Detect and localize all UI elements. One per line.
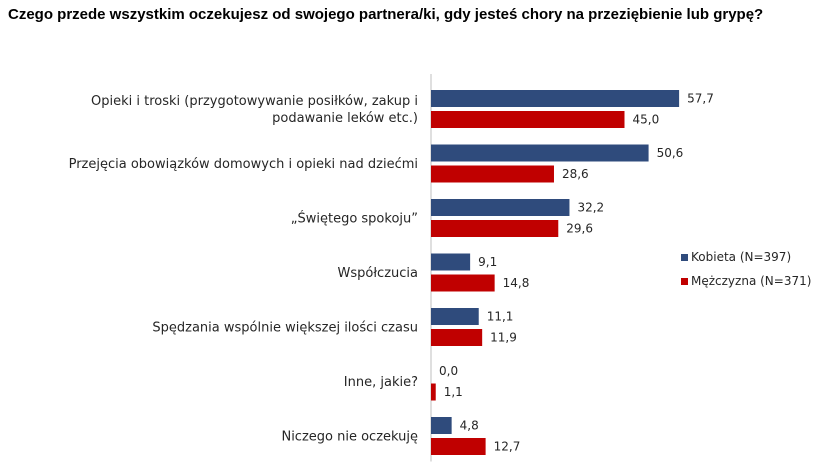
category-label: Niczego nie oczekuję <box>281 430 418 445</box>
bar-kobieta <box>431 308 479 325</box>
bar-kobieta <box>431 253 471 271</box>
bar-mezczyzna <box>431 111 625 128</box>
legend-label-kobieta: Kobieta (N=397) <box>691 250 791 264</box>
legend-label-mezczyzna: Mężczyzna (N=371) <box>691 274 811 288</box>
bar-mezczyzna <box>431 438 486 455</box>
data-label: 32,2 <box>577 201 604 215</box>
data-label: 14,8 <box>503 276 530 290</box>
category-label: Współczucia <box>338 266 418 281</box>
bar-mezczyzna <box>431 220 559 237</box>
bar-kobieta <box>431 90 680 107</box>
data-label: 11,9 <box>490 331 517 345</box>
category-label: podawanie leków etc.) <box>272 111 418 126</box>
data-label: 28,6 <box>562 167 589 181</box>
data-label: 11,1 <box>487 310 514 324</box>
bar-kobieta <box>431 417 452 434</box>
bar-mezczyzna <box>431 274 495 292</box>
data-label: 0,0 <box>439 364 458 378</box>
bar-mezczyzna <box>431 165 554 183</box>
data-label: 50,6 <box>657 146 684 160</box>
bar-mezczyzna <box>431 329 483 346</box>
category-label: Przejęcia obowiązków domowych i opieki n… <box>69 157 418 172</box>
bar-kobieta <box>431 199 570 216</box>
bar-mezczyzna <box>431 383 436 401</box>
data-label: 29,6 <box>566 222 593 236</box>
legend-swatch-kobieta <box>681 254 688 261</box>
category-label: „Świętego spokoju” <box>291 211 418 227</box>
data-label: 4,8 <box>460 419 479 433</box>
data-label: 9,1 <box>478 255 497 269</box>
data-label: 45,0 <box>633 113 660 127</box>
data-label: 12,7 <box>494 440 521 454</box>
legend-swatch-mezczyzna <box>681 278 688 285</box>
bar-kobieta <box>431 144 649 162</box>
data-label: 57,7 <box>687 92 714 106</box>
category-label: Opieki i troski (przygotowywanie posiłkó… <box>91 94 418 109</box>
category-label: Inne, jakie? <box>344 375 418 390</box>
data-label: 1,1 <box>444 385 463 399</box>
category-label: Spędzania wspólnie większej ilości czasu <box>152 321 418 336</box>
chart-title: Czego przede wszystkim oczekujesz od swo… <box>8 6 764 23</box>
